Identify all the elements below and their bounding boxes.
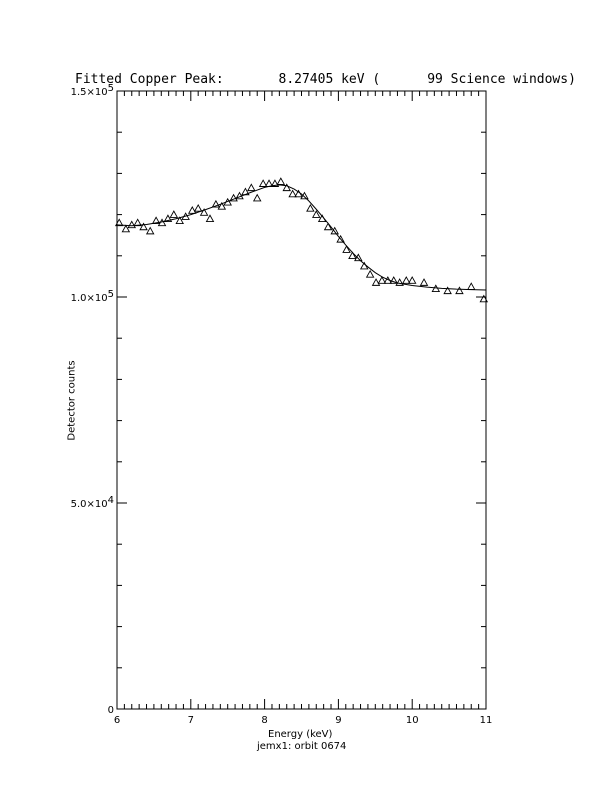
data-point (300, 191, 309, 200)
data-point (371, 278, 381, 286)
data-point (114, 218, 124, 227)
y-tick-labels: 0 5.0×104 1.0×105 1.5×105 (71, 83, 114, 716)
data-point (348, 251, 357, 260)
x-tick-label: 10 (406, 715, 419, 726)
data-point (323, 222, 333, 231)
data-point (389, 276, 399, 284)
data-point (383, 276, 393, 284)
data-point (330, 226, 339, 235)
data-point (205, 214, 215, 222)
data-point (193, 203, 203, 212)
data-point (235, 191, 244, 200)
x-tick-label: 7 (188, 715, 194, 726)
data-point (407, 276, 417, 284)
data-point (443, 286, 452, 295)
footer-caption: jemx1: orbit 0674 (257, 741, 347, 752)
data-point (121, 224, 131, 233)
tick-marks (116, 90, 487, 710)
data-points (114, 177, 489, 303)
data-point (199, 208, 209, 216)
x-tick-label: 11 (480, 715, 493, 726)
data-point (169, 210, 179, 218)
data-point (133, 218, 142, 227)
data-point (175, 216, 184, 225)
y-tick-label: 5.0×104 (71, 495, 114, 510)
data-point (264, 179, 274, 187)
data-point (188, 206, 197, 214)
x-tick-label: 6 (114, 715, 120, 726)
data-point (258, 179, 268, 187)
data-point (270, 179, 280, 187)
data-point (157, 218, 167, 227)
y-tick-label: 1.0×105 (71, 289, 114, 304)
data-point (466, 282, 476, 290)
data-point (252, 193, 262, 202)
data-point (139, 222, 148, 231)
data-point (336, 234, 345, 243)
data-point (402, 276, 411, 284)
data-point (419, 278, 429, 286)
fit-curve (116, 184, 487, 291)
plot-frame (116, 90, 487, 710)
data-point (276, 177, 286, 185)
data-point (294, 189, 303, 198)
y-tick-label: 1.5×105 (71, 83, 114, 98)
data-point (317, 214, 327, 222)
data-point (288, 189, 297, 198)
data-point (151, 216, 161, 225)
data-point (223, 197, 232, 206)
data-point (211, 199, 221, 208)
data-point (431, 284, 441, 293)
data-point (127, 220, 137, 229)
data-point (163, 214, 173, 222)
data-point (181, 212, 190, 220)
y-tick-label: 0 (108, 705, 114, 716)
data-point (145, 226, 155, 235)
data-point (354, 253, 363, 262)
data-point (229, 193, 238, 202)
data-point (306, 203, 315, 212)
data-point (282, 183, 292, 192)
data-point (311, 210, 321, 218)
data-point (377, 276, 387, 284)
data-point (395, 278, 404, 286)
data-point (455, 286, 464, 295)
data-point (479, 294, 489, 303)
x-tick-label: 9 (335, 715, 341, 726)
data-point (342, 245, 351, 253)
y-axis-label: Detector counts (66, 360, 78, 441)
chart-title: Fitted Copper Peak: 8.27405 keV ( 99 Sci… (75, 72, 576, 87)
x-axis-label: Energy (keV) (268, 729, 333, 740)
data-point (241, 187, 250, 196)
data-point (359, 261, 369, 270)
x-tick-label: 8 (261, 715, 267, 726)
data-point (247, 183, 256, 192)
data-point (365, 269, 375, 278)
x-tick-labels: 6 7 8 9 10 11 (114, 715, 493, 726)
data-point (217, 201, 227, 210)
